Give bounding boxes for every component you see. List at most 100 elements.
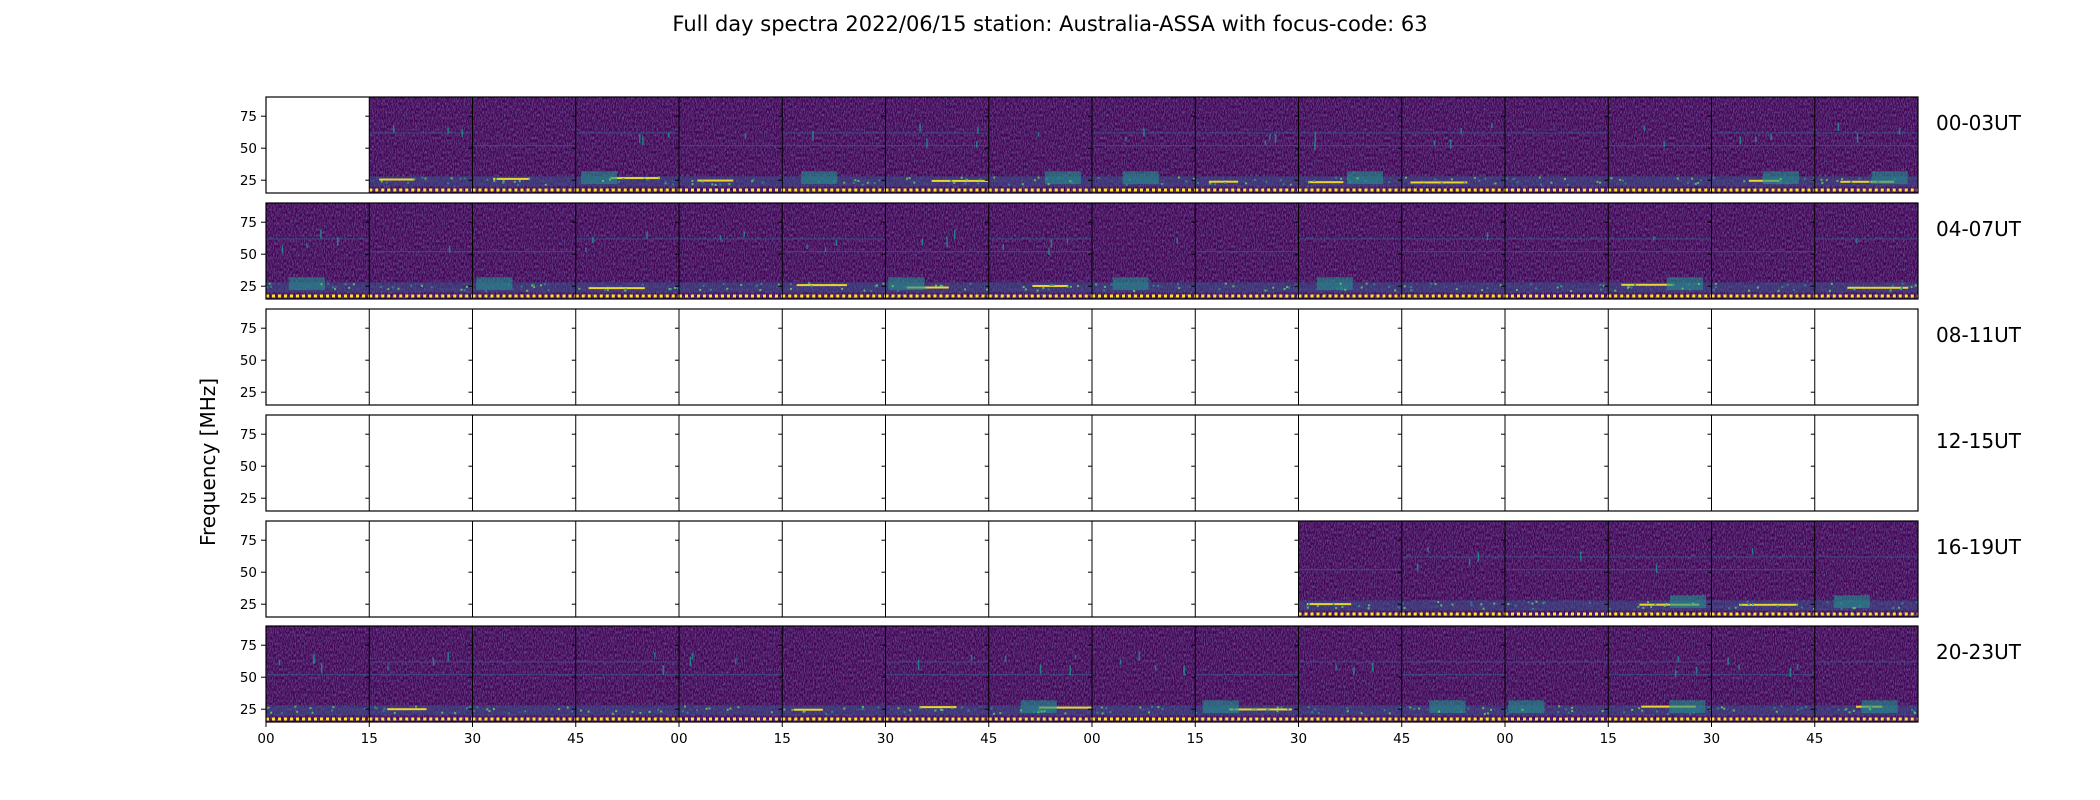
x-tick-label: 30 <box>877 731 894 747</box>
y-tick-label: 75 <box>240 427 257 443</box>
spectrogram-panel <box>1294 97 1402 193</box>
spectrogram-panel <box>1707 626 1815 722</box>
spectrogram-panel <box>1810 626 1918 722</box>
spectra-row: 25 50 75 16-19UT <box>240 520 2022 618</box>
spectrogram-panel <box>571 97 679 193</box>
row-label: 00-03UT <box>1936 111 2022 135</box>
empty-panel <box>1810 309 1816 405</box>
empty-panel <box>365 521 370 617</box>
spectrogram-panel <box>1810 97 1918 193</box>
y-tick-label: 25 <box>240 491 257 507</box>
empty-panel <box>571 309 577 405</box>
empty-panel <box>1294 309 1299 405</box>
spectra-row: 25 50 75 00-03UT <box>240 96 2022 194</box>
spectrogram-panel <box>1088 626 1196 722</box>
empty-panel <box>881 415 886 511</box>
row-frame <box>265 96 1919 194</box>
y-tick-label: 25 <box>240 173 257 189</box>
row-frame <box>265 202 1919 300</box>
empty-panel <box>1397 309 1403 405</box>
x-tick-label: 00 <box>257 731 274 747</box>
empty-panel <box>1191 309 1196 405</box>
x-tick-label: 30 <box>1703 731 1720 747</box>
row-label: 16-19UT <box>1936 535 2022 559</box>
spectrogram-panel <box>1191 97 1299 193</box>
y-tick-label: 25 <box>240 702 257 718</box>
x-tick-label: 45 <box>1393 731 1410 747</box>
spectrogram-panel <box>1088 203 1196 299</box>
empty-panel <box>365 415 370 511</box>
y-tick-label: 50 <box>240 459 257 475</box>
empty-panel <box>468 309 473 405</box>
spectrogram-panel <box>984 203 1092 299</box>
x-tick-label: 15 <box>361 731 378 747</box>
empty-panel <box>881 521 886 617</box>
x-tick-label: 30 <box>1290 731 1307 747</box>
row-frame <box>265 414 1919 512</box>
y-tick-label: 25 <box>240 597 257 613</box>
y-tick-label: 75 <box>240 321 257 337</box>
spectrogram-panel <box>266 626 370 722</box>
empty-panel <box>675 415 680 511</box>
row-label: 12-15UT <box>1936 429 2022 453</box>
empty-panel <box>468 415 473 511</box>
spectrogram-panel <box>984 626 1097 722</box>
empty-panel <box>675 521 680 617</box>
x-tick-label: 30 <box>464 731 481 747</box>
spectrogram-panel <box>1088 97 1197 193</box>
spectrogram-panel <box>1810 521 1918 617</box>
empty-panel <box>881 309 886 405</box>
spectrogram-panel <box>778 203 886 299</box>
x-tick-label: 15 <box>1600 731 1617 747</box>
spectrogram-panel <box>365 203 473 299</box>
spectrogram-panel <box>1810 203 1918 299</box>
spectrogram-panel <box>1294 203 1402 299</box>
spectrogram-panel <box>1707 521 1816 617</box>
spectrogram-panel <box>1501 97 1609 193</box>
spectra-row: 25 50 75 08-11UT <box>240 308 2022 406</box>
spectrogram-panel <box>365 626 473 722</box>
row-label: 08-11UT <box>1936 323 2022 347</box>
spectrogram-panel <box>778 97 886 193</box>
spectrogram-panel <box>881 97 990 193</box>
empty-panel <box>984 415 990 511</box>
y-tick-label: 75 <box>240 638 257 654</box>
spectrogram-panel <box>675 97 783 193</box>
empty-panel <box>1501 415 1506 511</box>
x-tick-label: 15 <box>774 731 791 747</box>
x-tick-label: 15 <box>1187 731 1204 747</box>
spectrogram-panel <box>1501 626 1609 722</box>
spectrogram-panel <box>468 626 576 722</box>
row-label: 04-07UT <box>1936 217 2022 241</box>
spectrogram-panel <box>1397 203 1505 299</box>
spectrogram-panel <box>1604 203 1712 299</box>
y-tick-label: 50 <box>240 247 257 263</box>
empty-panel <box>1088 521 1093 617</box>
spectrogram-panel <box>881 626 989 722</box>
spectrogram-panel <box>1397 626 1505 722</box>
empty-panel <box>1810 415 1816 511</box>
spectrogram-panel <box>1707 97 1816 193</box>
x-tick-label: 00 <box>670 731 687 747</box>
empty-panel <box>1088 309 1093 405</box>
y-tick-label: 50 <box>240 565 257 581</box>
y-tick-label: 50 <box>240 670 257 686</box>
y-tick-label: 25 <box>240 279 257 295</box>
y-tick-label: 25 <box>240 385 257 401</box>
empty-panel <box>365 309 370 405</box>
spectra-row: 25 50 75 20-23UT <box>240 625 2022 723</box>
empty-panel <box>1604 415 1609 511</box>
spectrogram-panel <box>675 626 783 722</box>
row-frame <box>265 308 1919 406</box>
spectrogram-panel <box>1294 626 1402 722</box>
x-tick-label: 45 <box>980 731 997 747</box>
spectrogram-panel <box>1604 97 1712 193</box>
empty-panel <box>984 309 990 405</box>
row-label: 20-23UT <box>1936 640 2022 664</box>
spectrogram-panel <box>571 203 679 299</box>
spectrogram-panel <box>571 626 679 722</box>
empty-panel <box>468 521 473 617</box>
empty-panel <box>1088 415 1093 511</box>
